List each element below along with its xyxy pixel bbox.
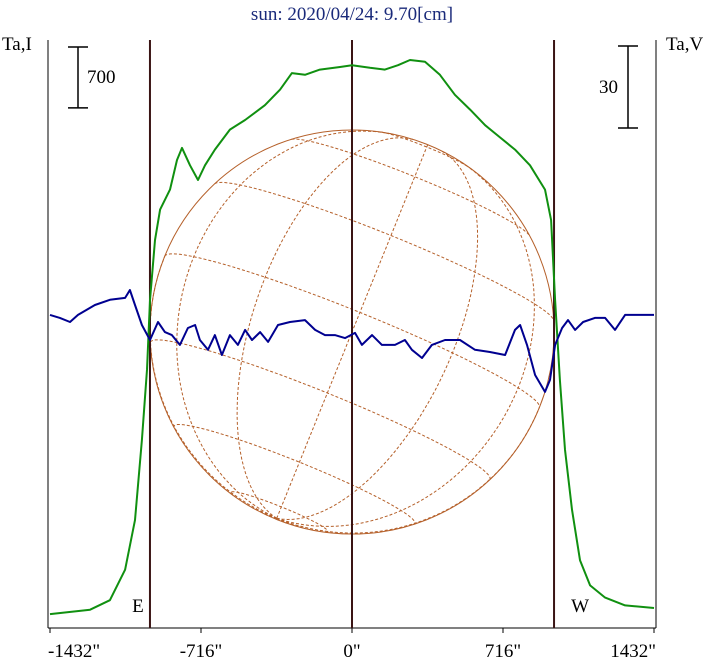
x-tick-label: 716" [485,641,521,662]
graticule-line [276,517,303,529]
graticule-line [276,144,429,519]
scale-bar-label: 30 [599,77,618,98]
graticule-line [381,131,471,169]
x-tick-label: -716" [180,641,223,662]
solar-disk [149,129,555,535]
y-axis-label: Ta,I [2,34,32,55]
chart-title: sun: 2020/04/24: 9.70[cm] [251,4,453,25]
series-line [49,289,654,393]
limb-label: W [571,596,589,617]
x-tick-label: 0" [343,641,360,662]
graticule-line [173,424,416,525]
graticule-line [276,150,479,521]
x-tick-label: 1432" [610,641,656,662]
graticule-line [276,407,540,534]
graticule-line [276,160,535,527]
graticule-line [176,130,393,519]
graticule-line [276,517,287,524]
y2-axis-label: Ta,V [666,34,703,55]
graticule-line [236,137,413,519]
scale-bar-label: 700 [87,67,116,88]
graticule-line [149,256,277,519]
graticule-line [251,506,277,519]
x-tick-label: -1432" [48,641,100,662]
series-line [49,59,655,616]
limb-label: E [132,596,144,617]
